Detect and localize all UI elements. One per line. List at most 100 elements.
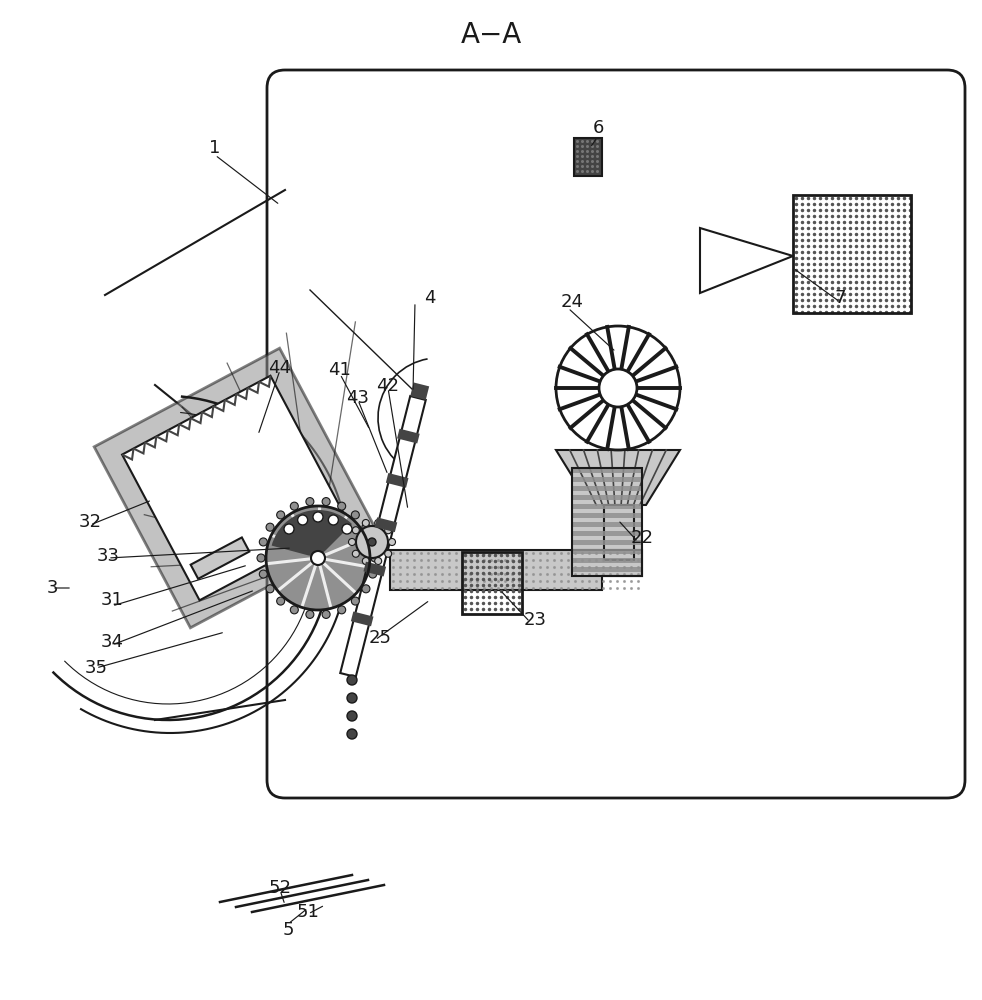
Circle shape	[305, 610, 314, 618]
Circle shape	[291, 606, 299, 614]
Circle shape	[338, 502, 346, 510]
Circle shape	[347, 693, 357, 703]
Circle shape	[277, 511, 285, 519]
Bar	[572, 504, 642, 509]
Bar	[793, 195, 911, 313]
Circle shape	[362, 523, 370, 531]
Circle shape	[266, 523, 274, 531]
Polygon shape	[410, 382, 429, 400]
Circle shape	[322, 498, 330, 506]
Circle shape	[368, 570, 377, 578]
Text: A−A: A−A	[461, 21, 521, 49]
Circle shape	[266, 506, 370, 610]
Circle shape	[368, 538, 377, 546]
Bar	[572, 522, 642, 527]
Circle shape	[356, 526, 388, 558]
Polygon shape	[556, 450, 680, 505]
Circle shape	[305, 498, 314, 506]
Bar	[604, 505, 634, 560]
Circle shape	[322, 610, 330, 618]
Circle shape	[328, 515, 339, 525]
Bar	[572, 486, 642, 491]
Text: 41: 41	[329, 361, 352, 379]
Circle shape	[259, 538, 267, 546]
Polygon shape	[351, 612, 373, 626]
Circle shape	[291, 502, 299, 510]
Circle shape	[389, 538, 396, 546]
Bar	[572, 468, 642, 473]
Bar	[572, 558, 642, 563]
Circle shape	[347, 729, 357, 739]
Circle shape	[362, 585, 370, 593]
Circle shape	[257, 554, 265, 562]
Circle shape	[347, 675, 357, 685]
Polygon shape	[363, 562, 386, 576]
Circle shape	[349, 538, 355, 546]
Circle shape	[352, 597, 359, 605]
Wedge shape	[272, 510, 352, 558]
Circle shape	[342, 524, 352, 534]
Bar	[572, 477, 642, 482]
Circle shape	[338, 606, 346, 614]
Polygon shape	[397, 429, 419, 443]
Polygon shape	[386, 473, 409, 488]
Text: 1: 1	[209, 139, 221, 157]
Bar	[572, 495, 642, 500]
Text: 4: 4	[424, 289, 436, 307]
Polygon shape	[340, 396, 426, 677]
Circle shape	[375, 558, 382, 565]
Circle shape	[298, 515, 307, 525]
Bar	[572, 468, 642, 576]
Text: 3: 3	[46, 579, 58, 597]
Circle shape	[353, 550, 359, 557]
Polygon shape	[700, 228, 793, 293]
Bar	[572, 549, 642, 554]
Bar	[572, 468, 642, 576]
Circle shape	[385, 550, 392, 557]
Text: 31: 31	[100, 591, 124, 609]
Text: 7: 7	[835, 289, 846, 307]
Text: 34: 34	[100, 633, 124, 651]
Text: 6: 6	[592, 119, 604, 137]
Polygon shape	[122, 376, 348, 600]
Circle shape	[362, 558, 369, 565]
Text: 5: 5	[282, 921, 294, 939]
Bar	[572, 567, 642, 572]
Circle shape	[347, 711, 357, 721]
Text: 44: 44	[268, 359, 292, 377]
Text: 25: 25	[368, 629, 392, 647]
Circle shape	[371, 554, 379, 562]
Bar	[572, 531, 642, 536]
Bar	[574, 138, 602, 176]
Text: 52: 52	[268, 879, 292, 897]
Circle shape	[311, 551, 325, 565]
Text: 51: 51	[297, 903, 319, 921]
Circle shape	[599, 369, 637, 407]
Circle shape	[375, 519, 382, 526]
Text: 32: 32	[79, 513, 101, 531]
Polygon shape	[191, 537, 249, 579]
Circle shape	[313, 512, 323, 522]
Text: 43: 43	[347, 389, 369, 407]
Bar	[572, 540, 642, 545]
Circle shape	[352, 511, 359, 519]
Text: 23: 23	[523, 611, 547, 629]
Text: 33: 33	[96, 547, 120, 565]
Circle shape	[385, 527, 392, 534]
Circle shape	[266, 585, 274, 593]
Bar	[572, 513, 642, 518]
Circle shape	[353, 527, 359, 534]
Polygon shape	[375, 517, 398, 532]
Text: 42: 42	[376, 377, 400, 395]
Text: 35: 35	[84, 659, 107, 677]
Circle shape	[277, 597, 285, 605]
Circle shape	[368, 538, 376, 546]
Text: 22: 22	[630, 529, 653, 547]
Circle shape	[284, 524, 294, 534]
Text: 24: 24	[561, 293, 583, 311]
Polygon shape	[390, 550, 642, 590]
Circle shape	[259, 570, 267, 578]
Polygon shape	[94, 348, 376, 628]
Bar	[604, 505, 634, 560]
Bar	[462, 552, 522, 614]
